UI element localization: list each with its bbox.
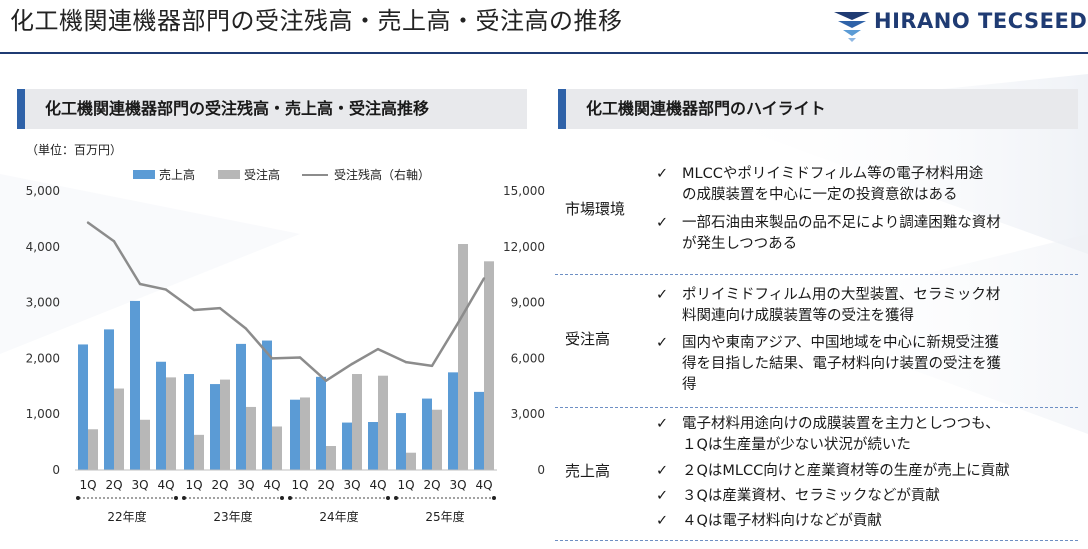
highlight-bullet-line: 国内や東南アジア、中国地域を中心に新規受注獲 xyxy=(682,335,999,351)
legend-label-backlog: 受注残高（右軸） xyxy=(334,168,431,182)
highlight-bullet: ✓ ポリイミドフィルム用の大型装置、セラミック材 料関連向け成膜装置等の受注を獲得 xyxy=(656,285,1000,327)
header-accent-bar xyxy=(558,89,566,129)
chart-panel-header: 化工機関連機器部門の受注残高・売上高・受注高推移 xyxy=(17,89,527,129)
highlight-bullet-line: １Qは生産量が少ない状況が続いた xyxy=(682,437,911,453)
highlight-bullet: ✓ ２QはMLCC向けと産業資材等の生産が売上に貢献 xyxy=(656,461,1010,482)
check-icon: ✓ xyxy=(656,335,669,351)
check-icon: ✓ xyxy=(656,513,669,529)
highlight-bullet-line: ２QはMLCC向けと産業資材等の生産が売上に貢献 xyxy=(682,463,1010,479)
chart-unit-label: （単位：百万円） xyxy=(26,143,123,157)
highlight-bullet-line: 料関連向け成膜装置等の受注を獲得 xyxy=(682,308,914,324)
highlight-section-label: 市場環境 xyxy=(565,200,626,218)
highlight-bullet-line: ４Qは電子材料向けなどが貢献 xyxy=(682,513,882,529)
check-icon: ✓ xyxy=(656,166,669,182)
section-divider xyxy=(555,274,1078,275)
highlight-bullet-line: ポリイミドフィルム用の大型装置、セラミック材 xyxy=(682,287,1001,303)
highlight-bullet-line: が発生しつつある xyxy=(682,236,798,252)
highlight-bullet-line: ３Qは産業資材、セラミックなどが貢献 xyxy=(682,488,940,504)
legend-label-sales: 売上高 xyxy=(159,168,196,182)
page-title: 化工機関連機器部門の受注残高・売上高・受注高の推移 xyxy=(10,7,623,35)
check-icon: ✓ xyxy=(656,416,669,432)
highlight-panel-header: 化工機関連機器部門のハイライト xyxy=(558,89,1078,129)
highlight-bullet-line: 得 xyxy=(682,377,697,393)
title-rule xyxy=(0,52,1088,54)
highlight-bullet-line: の成膜装置を中心に一定の投資意欲はある xyxy=(682,187,958,203)
legend-label-orders: 受注高 xyxy=(244,168,281,182)
highlight-section-label: 受注高 xyxy=(565,330,611,348)
legend-swatch-orders xyxy=(218,170,240,179)
highlight-bullet-line: MLCCやポリイミドフィルム等の電子材料用途 xyxy=(682,166,984,182)
company-logo: HIRANO TECSEED xyxy=(830,2,1087,46)
chart-panel-title: 化工機関連機器部門の受注残高・売上高・受注高推移 xyxy=(45,99,430,118)
highlight-bullet: ✓ ３Qは産業資材、セラミックなどが貢献 xyxy=(656,486,940,507)
check-icon: ✓ xyxy=(656,463,669,479)
logo-mark-icon xyxy=(834,12,870,42)
legend-swatch-backlog xyxy=(302,173,328,176)
highlight-bullet-line: 電子材料用途向けの成膜装置を主力としつつも、 xyxy=(682,416,1000,432)
highlight-bullet: ✓ 電子材料用途向けの成膜装置を主力としつつも、 １Qは生産量が少ない状況が続いた xyxy=(656,414,1000,456)
highlight-bullet-line: 得を目指した結果、電子材料向け装置の受注を獲 xyxy=(682,356,1001,372)
highlight-bullet: ✓ 一部石油由来製品の品不足により調達困難な資材 が発生しつつある xyxy=(656,213,1001,255)
check-icon: ✓ xyxy=(656,287,669,303)
check-icon: ✓ xyxy=(656,215,669,231)
highlight-bullet: ✓ ４Qは電子材料向けなどが貢献 xyxy=(656,511,882,532)
highlight-section-label: 売上高 xyxy=(565,462,611,480)
legend-swatch-sales xyxy=(133,170,155,179)
section-divider xyxy=(555,540,1078,541)
highlight-bullet-line: 一部石油由来製品の品不足により調達困難な資材 xyxy=(682,215,1001,231)
legend-item-sales: 売上高 xyxy=(133,166,195,183)
highlight-bullet: ✓ MLCCやポリイミドフィルム等の電子材料用途 の成膜装置を中心に一定の投資意欲は… xyxy=(656,164,983,206)
legend-item-backlog: 受注残高（右軸） xyxy=(302,166,430,183)
header-accent-bar xyxy=(17,89,25,129)
check-icon: ✓ xyxy=(656,488,669,504)
highlight-bullet: ✓ 国内や東南アジア、中国地域を中心に新規受注獲 得を目指した結果、電子材料向け装置… xyxy=(656,333,1001,396)
logo-text: HIRANO TECSEED xyxy=(874,9,1088,33)
legend-item-orders: 受注高 xyxy=(218,166,280,183)
highlight-panel-title: 化工機関連機器部門のハイライト xyxy=(586,99,826,118)
section-divider xyxy=(555,407,1078,408)
